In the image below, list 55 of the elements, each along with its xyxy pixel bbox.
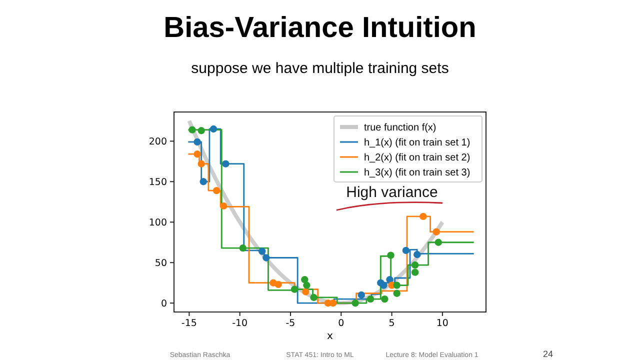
- x-tick-label: 10: [436, 318, 448, 329]
- point: [411, 261, 419, 269]
- point: [198, 127, 205, 134]
- point: [258, 248, 266, 255]
- chart-title: Bias-Variance Intuition: [164, 12, 476, 44]
- point: [212, 186, 220, 194]
- point: [381, 295, 388, 303]
- point: [310, 294, 318, 302]
- y-tick-label: 200: [148, 136, 167, 148]
- point: [194, 150, 201, 158]
- point: [262, 254, 270, 262]
- point: [188, 126, 196, 134]
- point: [352, 299, 359, 307]
- legend-label: true function f(x): [364, 122, 436, 134]
- legend-label: h_2(x) (fit on train set 2): [364, 152, 470, 164]
- point: [274, 280, 282, 288]
- point: [366, 295, 374, 303]
- point: [220, 202, 228, 210]
- point: [239, 244, 246, 252]
- point: [387, 252, 394, 259]
- point: [198, 160, 205, 168]
- y-tick-label: 100: [148, 218, 167, 229]
- point: [290, 286, 298, 293]
- x-tick-label: 0: [338, 318, 344, 329]
- x-axis-title: x: [327, 331, 334, 342]
- point: [434, 238, 442, 246]
- point: [222, 160, 230, 168]
- chart-subtitle: suppose we have multiple training sets: [191, 60, 449, 77]
- point: [210, 125, 218, 133]
- point: [380, 282, 388, 289]
- point: [303, 282, 310, 289]
- point: [386, 276, 394, 284]
- point: [301, 276, 308, 284]
- point: [411, 268, 419, 276]
- y-tick-label: 50: [154, 258, 167, 270]
- point: [420, 212, 427, 220]
- x-tick-label: -5: [286, 318, 296, 329]
- y-tick-label: 150: [148, 177, 167, 188]
- text: 24: [542, 349, 554, 359]
- x-tick-label: 5: [388, 318, 395, 329]
- point: [402, 246, 410, 254]
- point: [194, 138, 201, 146]
- point: [393, 282, 400, 289]
- annotation: High variance: [346, 184, 438, 201]
- point: [358, 291, 366, 299]
- point: [432, 228, 440, 236]
- legend-label: h_1(x) (fit on train set 1): [364, 138, 470, 148]
- point: [302, 288, 310, 296]
- legend-label: h_3(x) (fit on train set 3): [364, 168, 470, 178]
- y-tick-label: 0: [160, 298, 167, 310]
- x-tick-label: -15: [181, 318, 197, 329]
- point: [200, 178, 207, 186]
- point: [393, 290, 400, 297]
- x-tick-label: -10: [232, 318, 248, 329]
- point: [414, 250, 421, 258]
